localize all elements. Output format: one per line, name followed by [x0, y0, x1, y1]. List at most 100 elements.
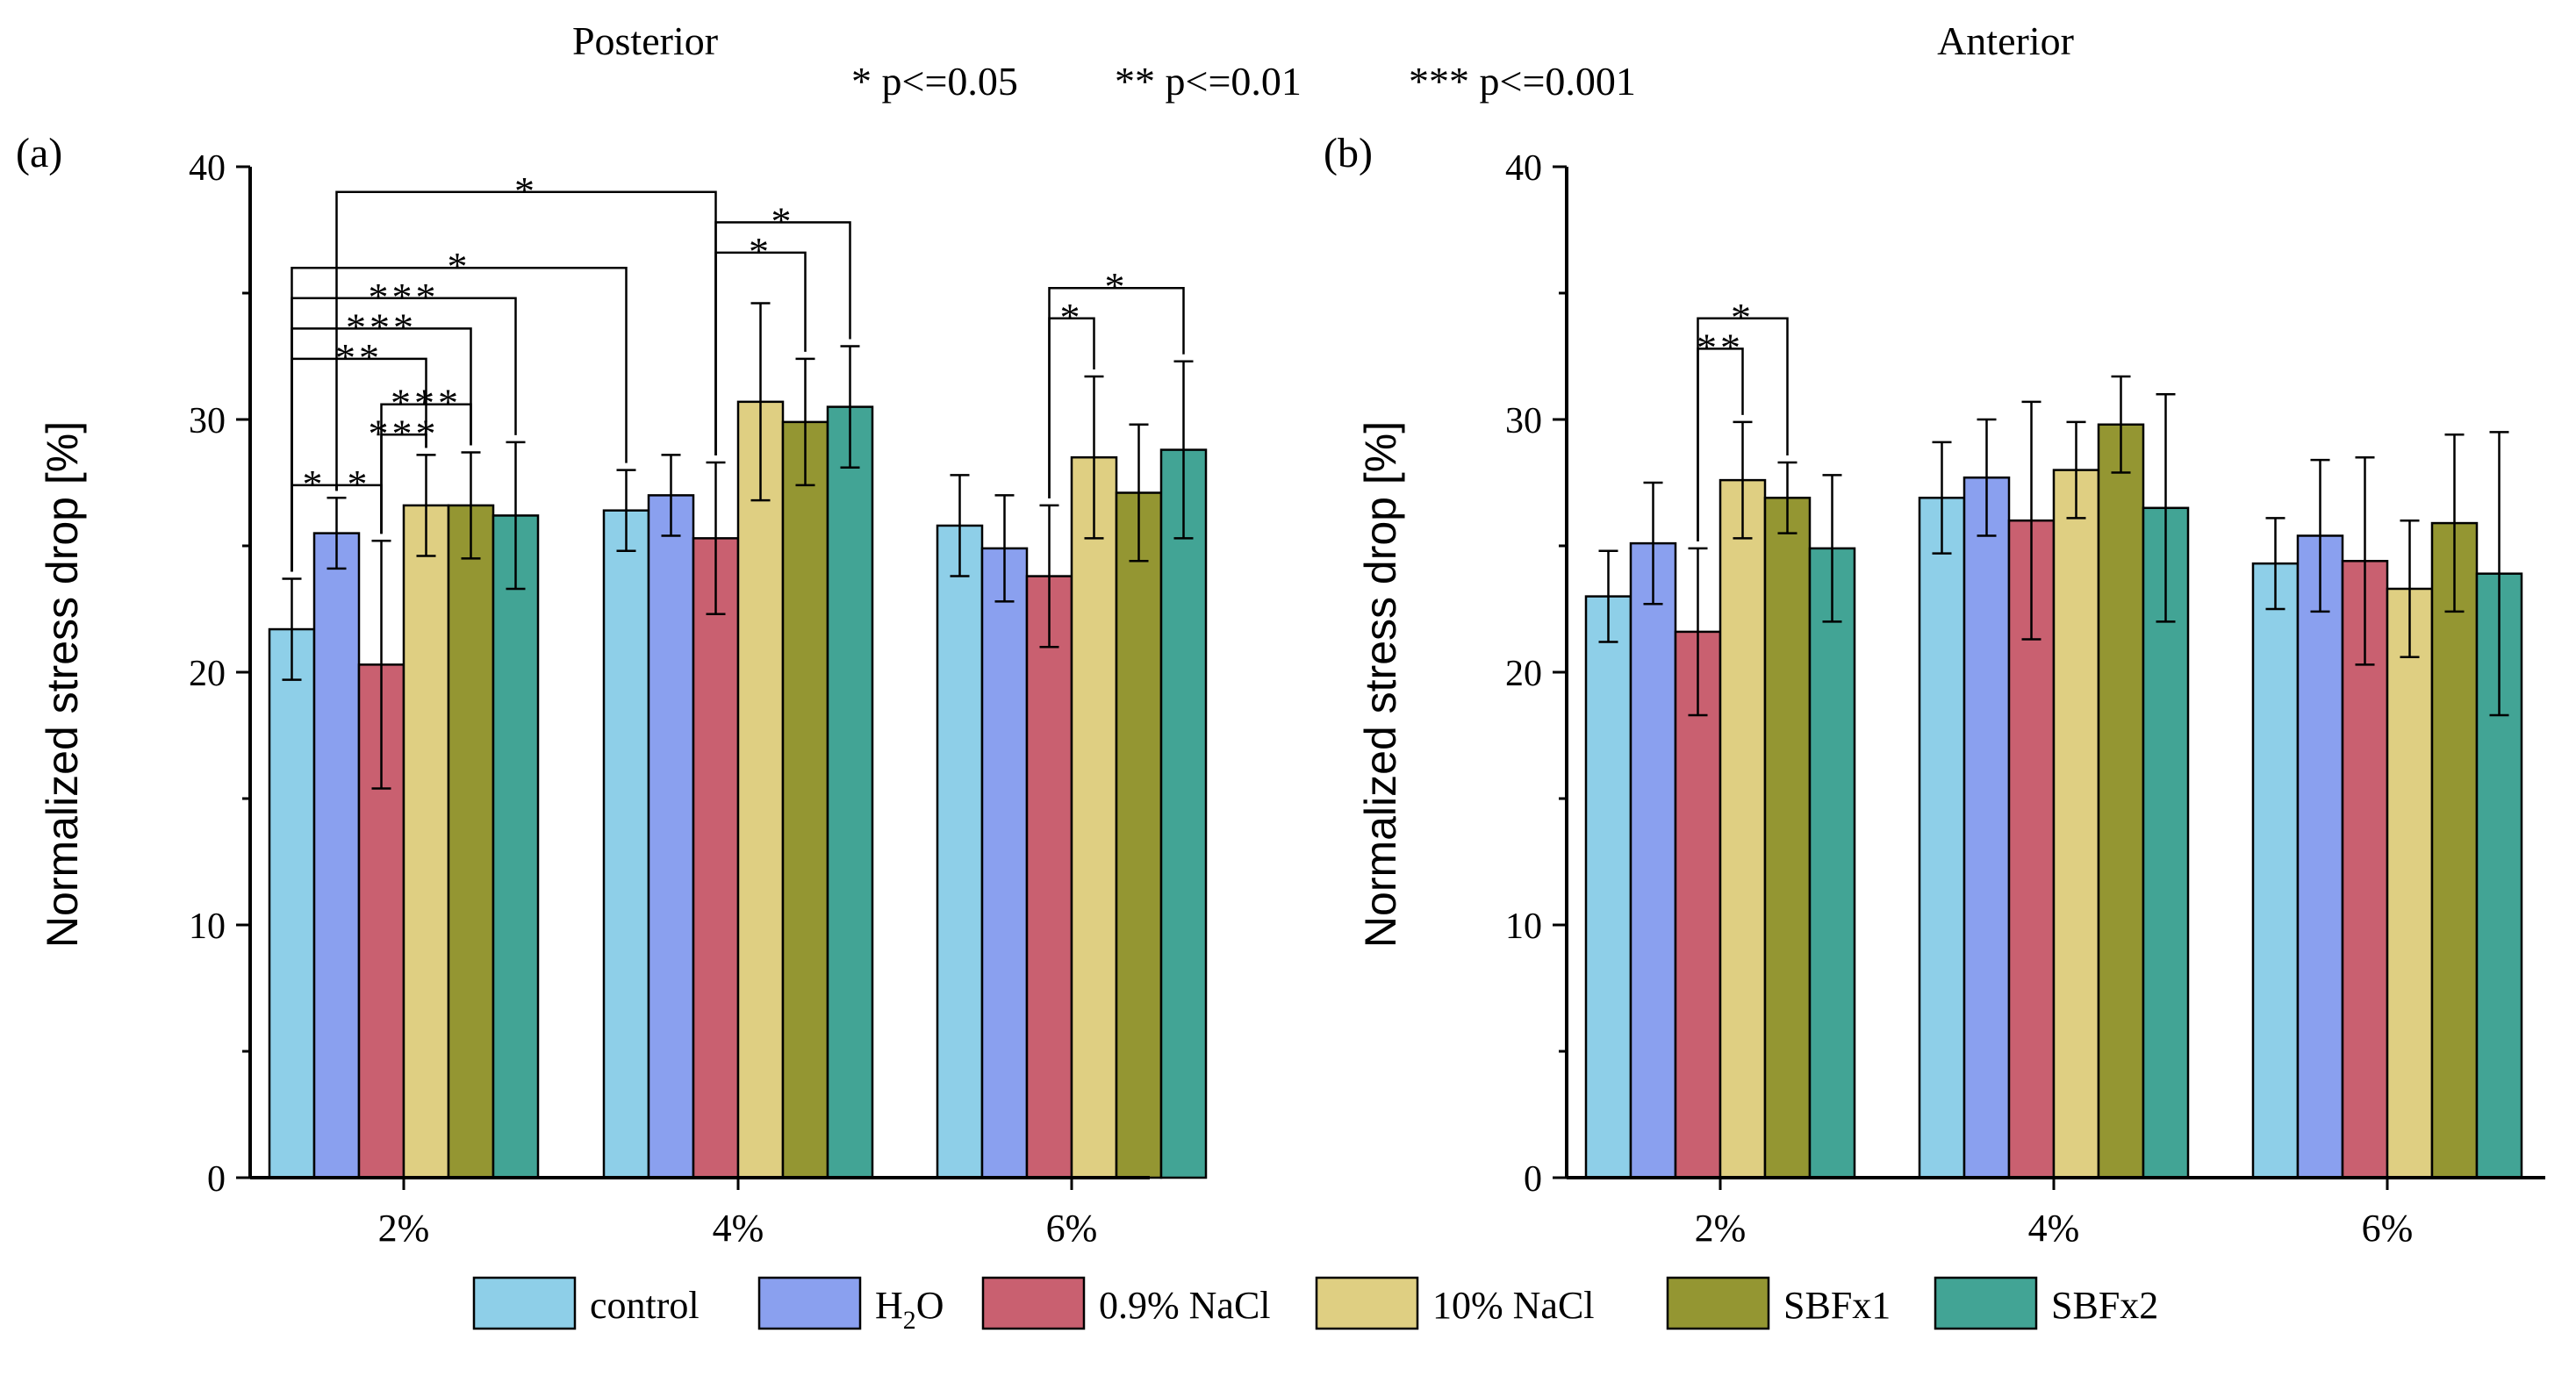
bar	[1584, 595, 1632, 1179]
legend-swatch	[1666, 1276, 1770, 1330]
bar	[1159, 448, 1208, 1179]
significance-bracket	[1697, 317, 1789, 541]
significance-label: *	[348, 462, 371, 506]
y-tick-label: 20	[189, 654, 226, 694]
bar	[826, 405, 874, 1179]
significance-label: *	[1105, 264, 1129, 309]
legend-label: SBFx2	[2051, 1284, 2158, 1327]
sig-legend-1: * p<=0.05	[851, 59, 1018, 104]
bar	[2251, 562, 2300, 1179]
bar	[936, 524, 984, 1179]
legend-label-text: SBFx1	[1783, 1284, 1891, 1327]
bar	[1763, 497, 1812, 1179]
bar	[736, 400, 785, 1179]
bar	[2386, 587, 2434, 1179]
x-tick-label: 6%	[2362, 1207, 2414, 1250]
significance-label: *	[514, 168, 538, 213]
significance-label: *	[448, 244, 471, 289]
bar	[447, 504, 495, 1179]
panel-label: (a)	[16, 130, 62, 176]
legend-label-text: control	[590, 1284, 700, 1327]
bar	[2097, 423, 2145, 1179]
bar	[492, 514, 540, 1179]
legend-label-tail: O	[916, 1284, 944, 1327]
chart-title: Posterior	[572, 18, 718, 63]
significance-bracket	[380, 434, 427, 534]
legend-swatch	[1934, 1276, 2038, 1330]
legend-label: 0.9% NaCl	[1099, 1284, 1271, 1327]
bar	[1808, 547, 1856, 1179]
x-tick-label: 6%	[1046, 1207, 1098, 1250]
y-tick-label: 40	[189, 148, 226, 189]
bar	[1674, 630, 1722, 1179]
significance-label: ***	[369, 275, 440, 319]
bar	[781, 420, 829, 1179]
bar	[2052, 469, 2100, 1179]
significance-label: ***	[391, 381, 462, 426]
x-tick-label: 2%	[378, 1207, 430, 1250]
bar	[1918, 497, 1966, 1179]
y-tick-label: 40	[1505, 148, 1542, 189]
significance-label: *	[771, 198, 795, 243]
significance-label: **	[335, 335, 383, 380]
bar	[602, 509, 650, 1179]
bar	[1629, 541, 1677, 1179]
bar	[647, 494, 695, 1179]
y-tick-label: 30	[1505, 401, 1542, 441]
legend-label: SBFx1	[1783, 1284, 1891, 1327]
bar	[1070, 455, 1118, 1179]
bar	[980, 547, 1029, 1179]
legend-label: control	[590, 1284, 700, 1327]
x-tick-label: 2%	[1695, 1207, 1747, 1250]
panel-label: (b)	[1324, 130, 1373, 176]
legend-swatch	[472, 1276, 577, 1330]
y-axis-label: Normalized stress drop [%]	[38, 421, 87, 948]
legend-swatch	[757, 1276, 862, 1330]
bar	[2296, 534, 2344, 1179]
legend-label-text: 0.9% NaCl	[1099, 1284, 1271, 1327]
x-tick-label: 4%	[713, 1207, 764, 1250]
bar	[1962, 476, 2011, 1179]
significance-bracket	[291, 266, 628, 572]
y-tick-label: 30	[189, 401, 226, 441]
y-tick-label: 10	[189, 907, 226, 947]
y-tick-label: 20	[1505, 654, 1542, 694]
legend-label-sub: 2	[903, 1306, 916, 1335]
significance-label: ***	[346, 305, 417, 349]
bar	[1719, 478, 1767, 1179]
legend-label-text: 10% NaCl	[1432, 1284, 1595, 1327]
significance-bracket	[1048, 286, 1185, 498]
bar	[692, 537, 740, 1179]
sig-legend-2: ** p<=0.01	[1115, 59, 1302, 104]
sig-legend-3: *** p<=0.001	[1409, 59, 1636, 104]
panel-anterior: (b) Anterior Normalized stress drop [%] …	[1324, 18, 2545, 1250]
legend-label-text: H	[875, 1284, 903, 1327]
legend-label: 10% NaCl	[1432, 1284, 1595, 1327]
significance-label: *	[1731, 295, 1754, 340]
plot-area: 0 10 20 30 40 2% 4% 6% ***	[1505, 148, 2545, 1250]
bar	[268, 627, 316, 1179]
significance-label: *	[303, 462, 326, 506]
legend-swatch	[981, 1276, 1086, 1330]
significance-label: ***	[369, 411, 440, 455]
bar	[1025, 575, 1073, 1179]
chart-title: Anterior	[1937, 18, 2074, 63]
significance-bracket	[714, 221, 851, 455]
bar	[402, 504, 450, 1179]
significance-label: *	[749, 229, 772, 274]
y-tick-label: 0	[1524, 1159, 1542, 1200]
y-axis-label: Normalized stress drop [%]	[1356, 421, 1405, 948]
panel-posterior: (a) Posterior Normalized stress drop [%]…	[16, 18, 1208, 1250]
bar	[2430, 521, 2479, 1179]
legend: control H2O 0.9% NaCl 10% NaCl SBFx1 SBFx2	[472, 1276, 2158, 1335]
bar	[1115, 491, 1163, 1179]
y-tick-label: 0	[207, 1159, 226, 1200]
x-tick-label: 4%	[2028, 1207, 2080, 1250]
bar	[312, 532, 361, 1179]
y-tick-label: 10	[1505, 907, 1542, 947]
legend-label-text: SBFx2	[2051, 1284, 2158, 1327]
legend-label: H2O	[875, 1284, 944, 1335]
significance-label: **	[1697, 325, 1744, 369]
significance-label: *	[1060, 295, 1084, 340]
